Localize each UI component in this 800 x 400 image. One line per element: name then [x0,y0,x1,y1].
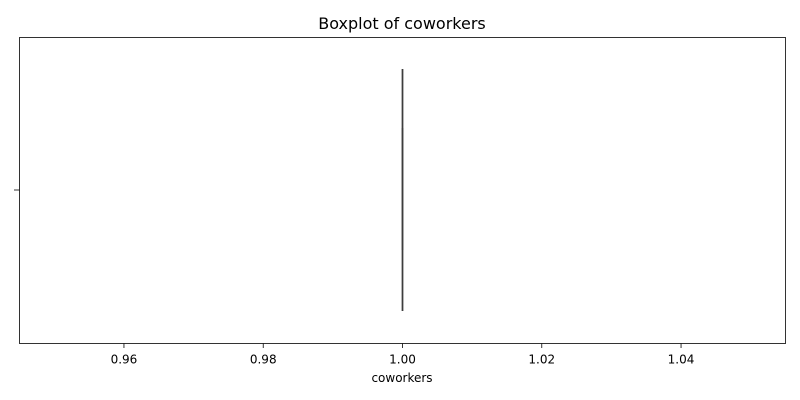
x-axis-ticks: 0.96 0.98 1.00 1.02 1.04 [111,343,695,367]
x-tick-label: 1.02 [528,353,555,367]
x-tick-label: 0.96 [111,353,138,367]
x-tick-label: 1.00 [389,353,416,367]
x-tick-label: 1.04 [668,353,695,367]
chart-title: Boxplot of coworkers [318,14,486,33]
x-axis-label: coworkers [371,371,432,385]
x-tick-label: 0.98 [250,353,277,367]
